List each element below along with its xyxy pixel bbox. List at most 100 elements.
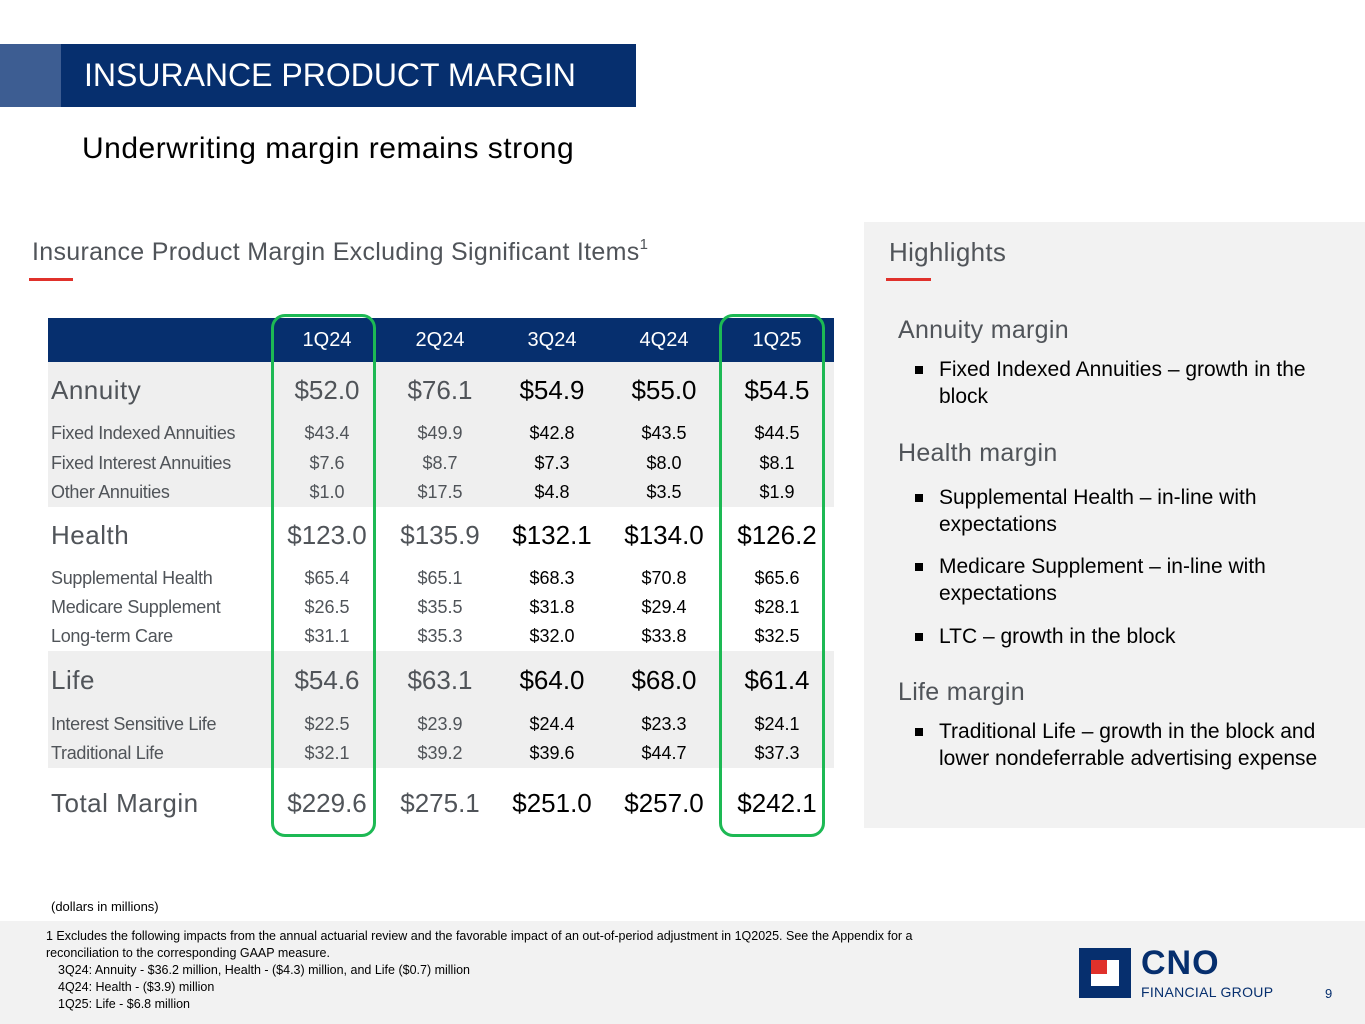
table-cell: $68.3 <box>529 567 575 588</box>
table-cell: $1.9 <box>759 482 795 502</box>
category-row: Annuity $52.0 $76.1 $54.9 $55.0 $54.5 <box>48 362 834 418</box>
table-cell: $1.0 <box>309 482 345 502</box>
highlight-heading-health: Health margin <box>898 439 1058 467</box>
units-note: (dollars in millions) <box>51 899 159 914</box>
table-cell: $123.0 <box>287 519 367 550</box>
logo-wordmark: CNO <box>1141 944 1220 982</box>
sub-row: Interest Sensitive Life $22.5 $23.9 $24.4 $2… <box>48 709 834 739</box>
table-cell: $65.1 <box>417 567 463 588</box>
column-header: 2Q24 <box>415 328 465 351</box>
table-cell: $32.1 <box>304 743 350 763</box>
bullet-marker <box>915 366 923 374</box>
category-row: Health $123.0 $135.9 $132.1 $134.0 $126.2 <box>48 507 834 563</box>
table-cell: $22.5 <box>304 713 350 734</box>
bullet-marker <box>915 563 923 571</box>
category-row: Life $54.6 $63.1 $64.0 $68.0 $61.4 <box>48 651 834 709</box>
row-label: Supplemental Health <box>51 567 213 588</box>
row-label: Life <box>51 664 95 695</box>
bullet-marker <box>915 494 923 502</box>
sub-row: Fixed Indexed Annuities $43.4 $49.9 $42.8 $4… <box>48 418 834 448</box>
table-cell: $135.9 <box>400 519 480 550</box>
table-cell: $26.5 <box>304 597 350 617</box>
footnote-area: 1 Excludes the following impacts from th… <box>0 921 1365 1024</box>
table-cell: $8.0 <box>646 452 682 473</box>
table-cell: $55.0 <box>631 374 697 405</box>
footnote-line: 1 Excludes the following impacts from th… <box>46 929 913 943</box>
highlight-bullet: Traditional Life – growth in the block a… <box>939 720 1318 770</box>
title-accent-block <box>0 44 61 107</box>
table-cell: $23.9 <box>417 713 463 734</box>
table-cell: $65.6 <box>754 567 800 588</box>
table-cell: $39.2 <box>417 743 463 763</box>
table-cell: $68.0 <box>631 664 697 695</box>
table-cell: $3.5 <box>646 482 682 502</box>
row-label: Traditional Life <box>51 743 164 763</box>
table-cell: $52.0 <box>294 374 360 405</box>
row-label: Interest Sensitive Life <box>51 713 217 734</box>
row-label: Fixed Interest Annuities <box>51 452 231 473</box>
table-cell: $54.6 <box>294 664 360 695</box>
table-cell: $8.7 <box>422 452 458 473</box>
highlights-title-underline <box>886 278 931 281</box>
sub-row: Supplemental Health $65.4 $65.1 $68.3 $70.8 $… <box>48 563 834 593</box>
column-header: 1Q25 <box>752 328 802 351</box>
table-cell: $43.4 <box>304 422 350 443</box>
table-cell: $7.6 <box>309 452 345 473</box>
page-title: INSURANCE PRODUCT MARGIN <box>84 57 576 93</box>
table-cell: $61.4 <box>744 664 810 695</box>
sub-row: Fixed Interest Annuities $7.6 $8.7 $7.3 $8.0… <box>48 448 834 478</box>
sub-row: Long-term Care $31.1 $35.3 $32.0 $33.8 $32.5 <box>48 622 834 651</box>
table-cell: $29.4 <box>641 597 687 617</box>
table-cell: $43.5 <box>641 422 687 443</box>
table-cell: $33.8 <box>641 626 687 646</box>
table-title: Insurance Product Margin Excluding Signi… <box>32 236 648 267</box>
row-label: Other Annuities <box>51 482 170 502</box>
highlight-box-1q25 <box>719 314 825 837</box>
logo-tagline: FINANCIAL GROUP <box>1141 984 1274 1000</box>
table-cell: $31.8 <box>529 597 575 617</box>
table-cell: $275.1 <box>400 787 480 818</box>
table-cell: $70.8 <box>641 567 687 588</box>
table-cell: $23.3 <box>641 713 687 734</box>
highlight-bullet: Supplemental Health – in-line with expec… <box>939 486 1257 536</box>
table-cell: $32.5 <box>754 626 800 646</box>
table-cell: $37.3 <box>754 743 800 763</box>
footnote-item: 3Q24: Annuity - $36.2 million, Health - … <box>58 963 471 977</box>
column-header: 3Q24 <box>527 328 577 351</box>
highlights-panel: Highlights Annuity margin Fixed Indexed … <box>864 222 1365 828</box>
column-header: 4Q24 <box>639 328 689 351</box>
cno-logo: CNO FINANCIAL GROUP <box>1079 944 1289 1000</box>
table-cell: $54.5 <box>744 374 810 405</box>
table-cell: $65.4 <box>304 567 350 588</box>
table-cell: $257.0 <box>624 787 704 818</box>
table-cell: $35.5 <box>417 597 463 617</box>
table-cell: $126.2 <box>737 519 817 550</box>
row-label: Total Margin <box>51 787 199 818</box>
highlight-bullet: LTC – growth in the block <box>939 625 1176 648</box>
table-cell: $44.5 <box>754 422 800 443</box>
highlight-box-1q24 <box>271 314 376 837</box>
sub-row: Traditional Life $32.1 $39.2 $39.6 $44.7 $37.… <box>48 739 834 768</box>
table-cell: $76.1 <box>407 374 473 405</box>
table-cell: $4.8 <box>534 482 570 502</box>
page-subtitle: Underwriting margin remains strong <box>82 132 575 165</box>
table-title-text: Insurance Product Margin Excluding Signi… <box>32 238 640 266</box>
row-label: Medicare Supplement <box>51 597 221 617</box>
table-title-underline <box>29 278 73 281</box>
footnote-item: 1Q25: Life - $6.8 million <box>58 997 191 1011</box>
total-row: Total Margin $229.6 $275.1 $251.0 $257.0 $242… <box>48 768 834 838</box>
table-cell: $24.1 <box>754 713 800 734</box>
table-cell: $134.0 <box>624 519 704 550</box>
table-cell: $44.7 <box>641 743 687 763</box>
table-cell: $24.4 <box>529 713 575 734</box>
table-cell: $251.0 <box>512 787 592 818</box>
row-label: Health <box>51 519 130 550</box>
row-label: Long-term Care <box>51 626 173 646</box>
table-header-row: 1Q24 2Q24 3Q24 4Q24 1Q25 <box>48 318 834 362</box>
row-label: Fixed Indexed Annuities <box>51 422 236 443</box>
table-cell: $63.1 <box>407 664 473 695</box>
table-cell: $42.8 <box>529 422 575 443</box>
table-cell: $229.6 <box>287 787 367 818</box>
table-cell: $54.9 <box>519 374 585 405</box>
table-cell: $64.0 <box>519 664 585 695</box>
